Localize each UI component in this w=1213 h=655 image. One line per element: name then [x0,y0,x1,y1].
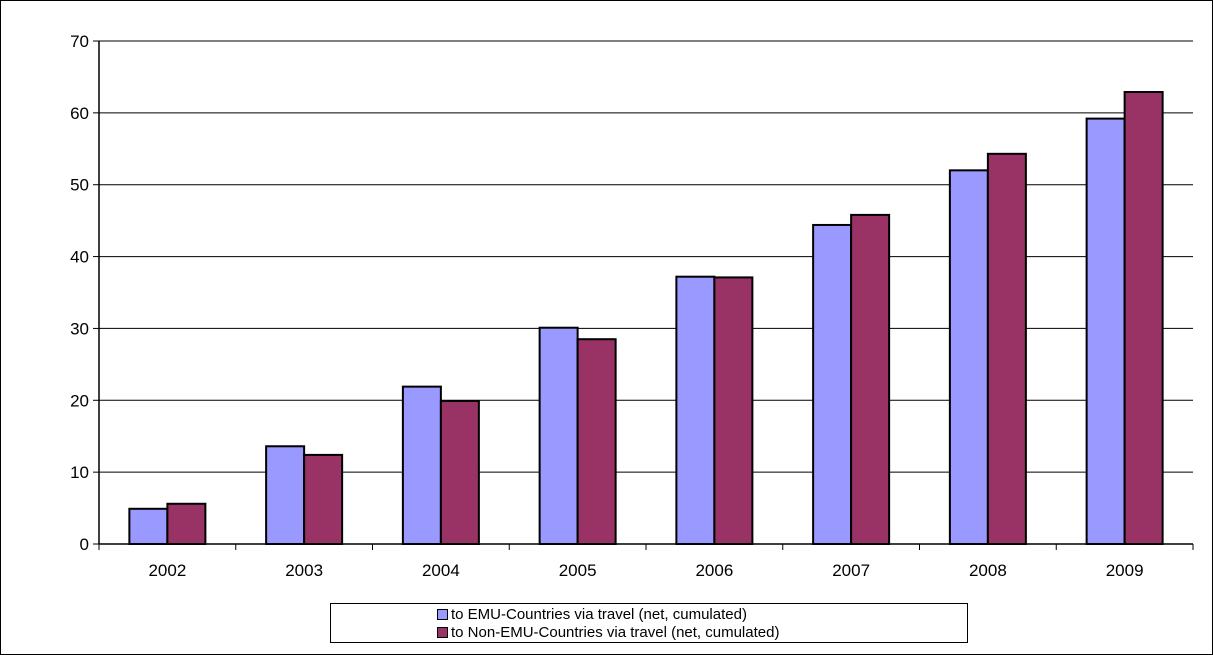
y-tick-label: 30 [70,319,89,338]
y-tick-label: 70 [70,32,89,51]
bar-emu-2008 [948,169,989,545]
legend-swatch-emu [437,608,448,620]
legend-label-emu: to EMU-Countries via travel (net, cumula… [451,605,747,623]
y-tick-label: 0 [80,535,89,554]
y-tick-label: 10 [70,463,89,482]
bar-emu-2003 [265,445,306,546]
x-tick-label: 2006 [695,561,733,580]
bar-emu-2009 [1085,117,1126,545]
bars [128,91,1164,546]
x-tick-label: 2004 [422,561,460,580]
y-tick-label: 20 [70,391,89,410]
gridlines [99,40,1193,473]
legend: to EMU-Countries via travel (net, cumula… [330,603,968,643]
y-tick-label: 60 [70,104,89,123]
legend-item-emu: to EMU-Countries via travel (net, cumula… [437,605,967,623]
x-tick-label: 2007 [832,561,870,580]
bar-non-emu-2008 [986,152,1027,546]
bar-non-emu-2006 [713,276,754,545]
bar-non-emu-2002 [166,502,207,546]
axes [93,40,1194,550]
bar-emu-2005 [538,326,579,545]
x-tick-label: 2009 [1106,561,1144,580]
bar-emu-2004 [401,385,442,545]
bar-emu-2002 [128,507,169,546]
bar-non-emu-2009 [1123,91,1164,545]
bar-emu-2007 [812,223,853,545]
x-tick-label: 2002 [148,561,186,580]
x-tick-label: 2003 [285,561,323,580]
x-tick-label: 2008 [969,561,1007,580]
bar-emu-2006 [675,275,716,545]
legend-swatch-non-emu [437,626,448,638]
bar-non-emu-2003 [303,453,344,546]
y-tick-label: 50 [70,176,89,195]
bar-non-emu-2004 [439,400,480,545]
legend-item-non-emu: to Non-EMU-Countries via travel (net, cu… [437,623,967,641]
legend-label-non-emu: to Non-EMU-Countries via travel (net, cu… [451,623,780,641]
bar-non-emu-2007 [850,213,891,545]
tick-labels: 0 10 20 30 40 50 60 70 2002 2003 2004 2005 2006 2007 2… [70,32,1143,580]
bar-non-emu-2005 [576,338,617,546]
y-tick-label: 40 [70,248,89,267]
x-tick-label: 2005 [559,561,597,580]
